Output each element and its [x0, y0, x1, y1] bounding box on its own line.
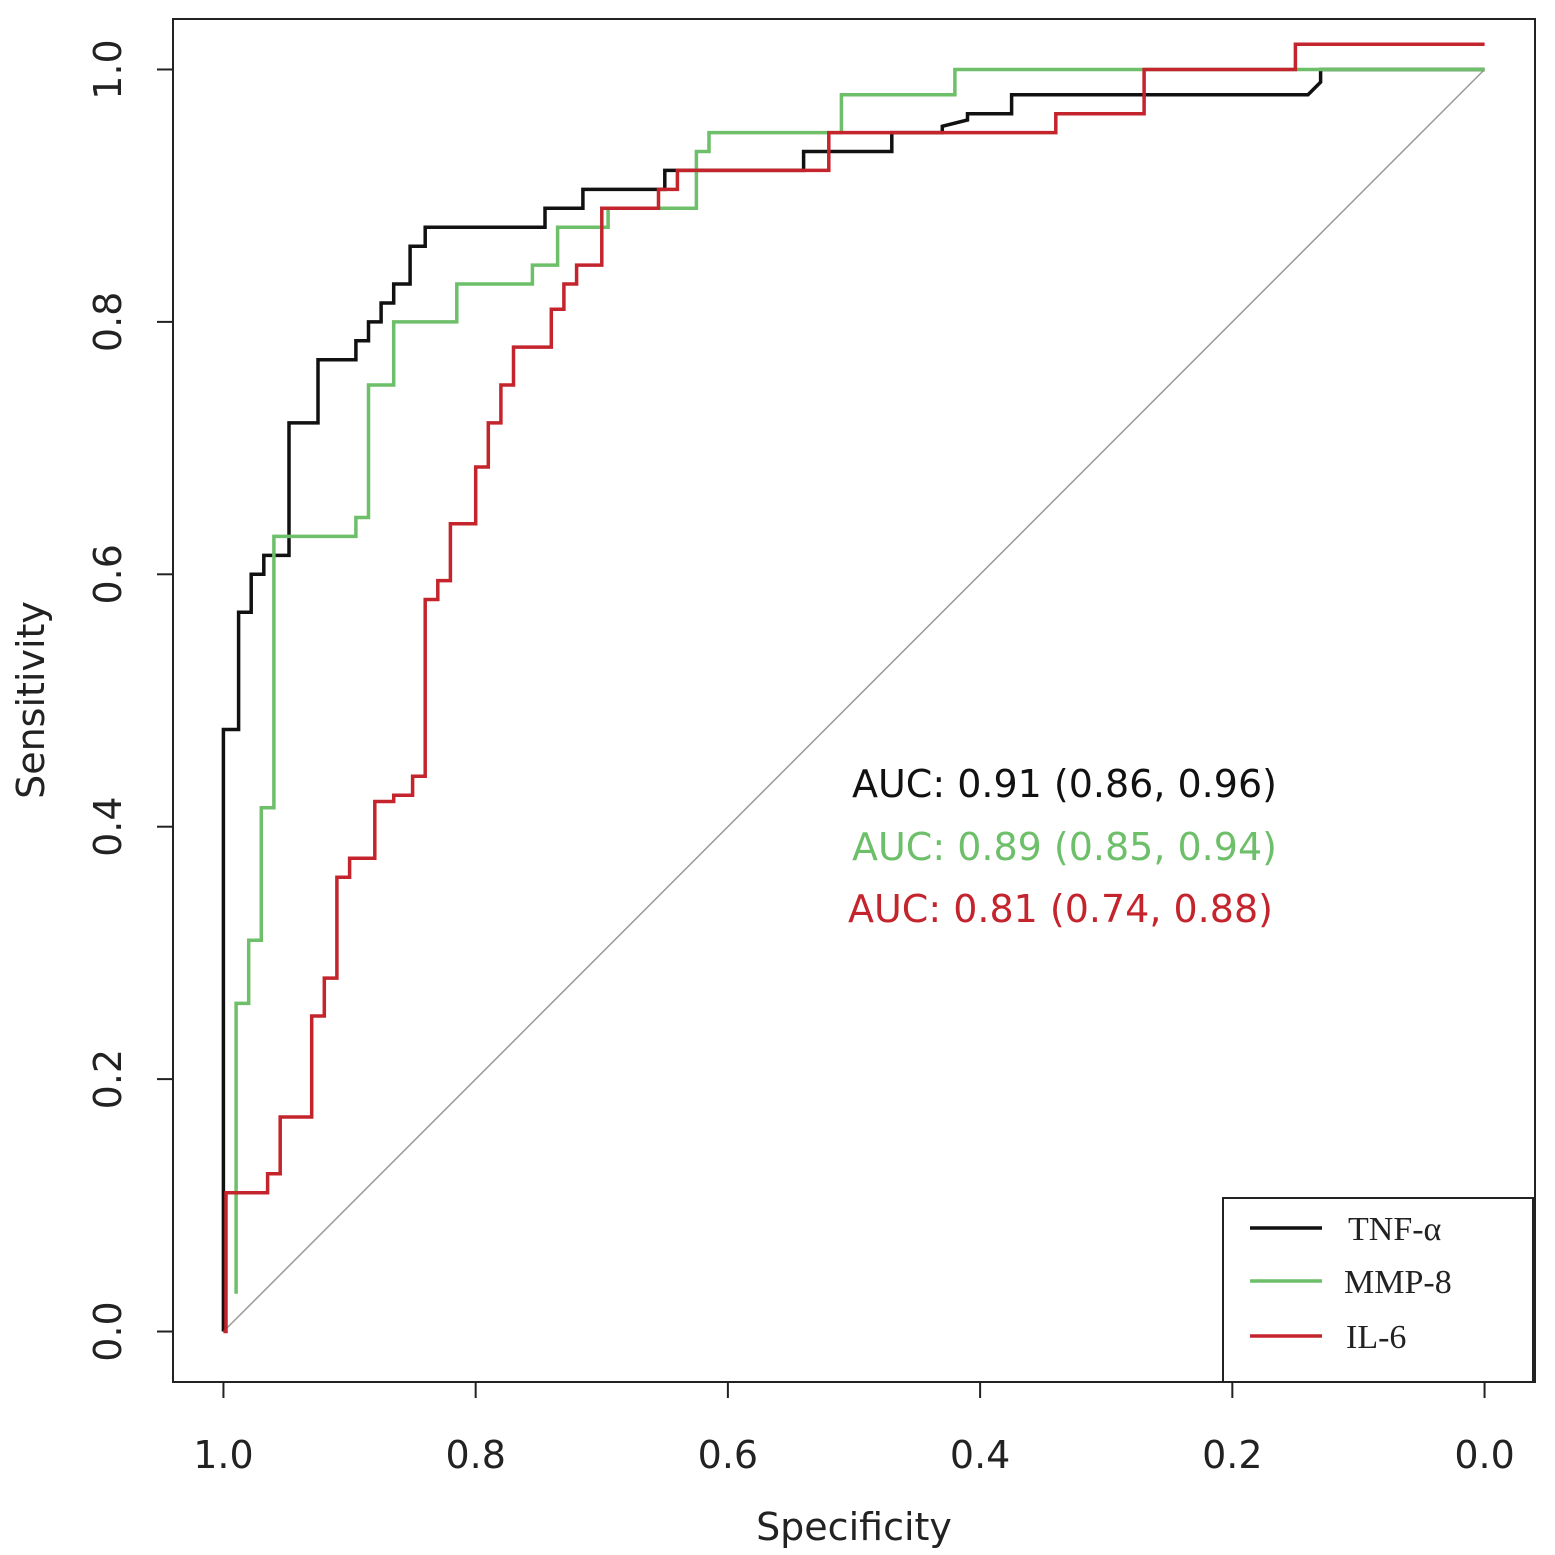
series-line-mmp-8	[234, 67, 1485, 1294]
y-tick-label: 1.0	[86, 39, 130, 99]
y-tick-label: 0.8	[86, 292, 130, 352]
auc-annotation-il6: AUC: 0.81 (0.74, 0.88)	[848, 887, 1273, 931]
auc-annotation-mmp8: AUC: 0.89 (0.85, 0.94)	[852, 825, 1277, 869]
y-tick-label: 0.0	[86, 1301, 130, 1361]
x-tick-label: 0.2	[1202, 1433, 1262, 1477]
legend-label-tnf: TNF-α	[1348, 1211, 1442, 1248]
series-lines	[221, 42, 1485, 1334]
y-tick-label: 0.2	[86, 1049, 130, 1109]
y-axis-label: Sensitivity	[9, 601, 53, 799]
legend-label-il6: IL-6	[1346, 1319, 1406, 1356]
y-tick-label: 0.6	[86, 544, 130, 604]
x-tick-label: 0.4	[950, 1433, 1010, 1477]
x-tick-label: 0.0	[1454, 1433, 1514, 1477]
x-tick-label: 0.8	[445, 1433, 505, 1477]
x-axis: 1.0 0.8 0.6 0.4 0.2 0.0	[193, 1382, 1515, 1477]
series-line-il-6	[223, 42, 1485, 1334]
reference-diagonal-line	[222, 68, 1486, 1333]
x-tick-label: 0.6	[698, 1433, 758, 1477]
legend-label-mmp8: MMP-8	[1344, 1264, 1452, 1301]
auc-annotation-tnf: AUC: 0.91 (0.86, 0.96)	[852, 762, 1277, 806]
y-axis: 0.0 0.2 0.4 0.6 0.8 1.0	[86, 39, 173, 1362]
plot-area-border	[172, 18, 1536, 1383]
y-tick-label: 0.4	[86, 796, 130, 856]
x-tick-label: 1.0	[193, 1433, 253, 1477]
x-axis-label: Specificity	[756, 1505, 952, 1549]
series-line-tnf-	[221, 67, 1485, 1332]
legend: TNF-α MMP-8 IL-6	[1222, 1197, 1534, 1383]
